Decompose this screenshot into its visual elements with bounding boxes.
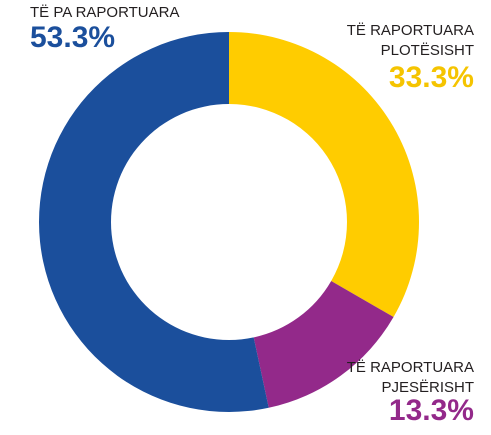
- slice-label: TË RAPORTUARA PLOTËSISHT: [347, 22, 474, 59]
- label-line: TË PA RAPORTUARA: [30, 4, 179, 21]
- value-label: 53.3%: [30, 21, 115, 54]
- donut-slice: [253, 281, 394, 408]
- label-line: PLOTËSISHT: [381, 42, 474, 59]
- label-line: PJESËRISHT: [381, 379, 474, 396]
- donut-slice: [229, 32, 419, 317]
- slice-label: TË RAPORTUARA PJESËRISHT: [347, 359, 474, 396]
- slice-label: TË PA RAPORTUARA: [30, 4, 179, 21]
- value-label: 33.3%: [389, 61, 474, 94]
- value-label: 13.3%: [389, 394, 474, 427]
- label-line: TË RAPORTUARA: [347, 22, 474, 39]
- donut-slice: [39, 32, 269, 412]
- label-line: TË RAPORTUARA: [347, 359, 474, 376]
